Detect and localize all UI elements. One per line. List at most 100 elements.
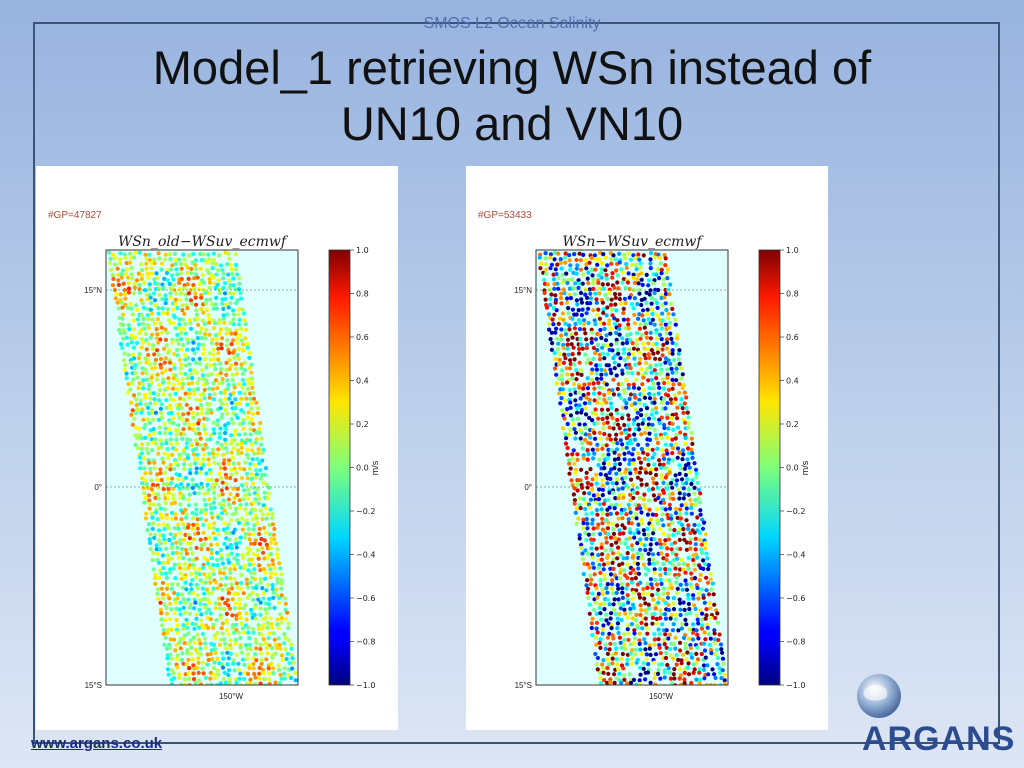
data-point bbox=[231, 317, 236, 322]
website-link[interactable]: www.argans.co.uk bbox=[31, 735, 163, 752]
data-point bbox=[650, 615, 655, 620]
data-point bbox=[637, 470, 642, 475]
data-point bbox=[173, 301, 178, 307]
data-point bbox=[158, 607, 163, 612]
data-point bbox=[617, 492, 622, 497]
data-point bbox=[136, 322, 142, 327]
data-point bbox=[633, 652, 638, 657]
data-point bbox=[665, 367, 670, 372]
data-point bbox=[648, 652, 653, 657]
data-point bbox=[265, 582, 271, 588]
data-point bbox=[226, 668, 232, 673]
data-point bbox=[628, 331, 633, 337]
data-point bbox=[203, 511, 209, 516]
data-point bbox=[282, 632, 287, 637]
colorbar-tick-label: 1.0 bbox=[356, 246, 369, 255]
data-point bbox=[202, 625, 207, 630]
data-point bbox=[606, 447, 611, 452]
data-point bbox=[216, 357, 221, 362]
data-point bbox=[660, 318, 665, 323]
data-point bbox=[628, 610, 633, 615]
data-point bbox=[692, 461, 697, 466]
data-point bbox=[654, 371, 659, 376]
data-point bbox=[626, 631, 631, 636]
data-point bbox=[176, 341, 181, 346]
data-point bbox=[635, 541, 640, 546]
data-point bbox=[209, 410, 214, 415]
data-point bbox=[589, 482, 594, 487]
data-point bbox=[200, 411, 205, 416]
data-point bbox=[562, 398, 567, 403]
data-point bbox=[610, 578, 615, 583]
data-point bbox=[644, 412, 649, 418]
data-point bbox=[137, 360, 142, 365]
data-point bbox=[627, 672, 632, 677]
argans-logo: ARGANS bbox=[848, 672, 1018, 762]
data-point bbox=[271, 532, 277, 537]
data-point bbox=[242, 318, 247, 323]
data-point bbox=[212, 357, 217, 362]
data-point bbox=[619, 680, 624, 685]
data-point bbox=[181, 485, 186, 490]
data-point bbox=[631, 421, 636, 426]
data-point bbox=[223, 407, 228, 412]
data-point bbox=[184, 402, 189, 407]
data-point bbox=[677, 348, 682, 353]
data-point bbox=[675, 590, 680, 596]
data-point bbox=[270, 587, 275, 592]
data-point bbox=[585, 562, 590, 567]
data-point bbox=[160, 553, 165, 558]
data-point bbox=[600, 443, 605, 448]
data-point bbox=[654, 436, 659, 441]
data-point bbox=[211, 625, 216, 631]
data-point bbox=[251, 396, 257, 401]
data-point bbox=[703, 616, 708, 621]
data-point bbox=[705, 556, 710, 561]
data-point bbox=[248, 461, 253, 466]
data-point bbox=[131, 393, 137, 398]
data-point bbox=[160, 370, 165, 375]
data-point bbox=[152, 261, 157, 266]
data-point bbox=[648, 547, 653, 552]
data-point bbox=[211, 490, 216, 496]
data-point bbox=[691, 622, 696, 627]
data-point bbox=[591, 607, 597, 613]
data-point bbox=[643, 641, 648, 646]
data-point bbox=[688, 537, 693, 542]
data-point bbox=[690, 455, 695, 460]
data-point bbox=[227, 606, 233, 611]
data-point bbox=[639, 541, 644, 546]
data-point bbox=[132, 281, 137, 286]
data-point bbox=[639, 367, 644, 372]
data-point bbox=[611, 392, 616, 397]
data-point bbox=[161, 628, 166, 633]
data-point bbox=[659, 473, 664, 478]
data-point bbox=[232, 567, 237, 572]
data-point bbox=[560, 280, 565, 285]
data-point bbox=[659, 326, 664, 331]
data-point bbox=[183, 292, 188, 297]
data-point bbox=[174, 347, 180, 353]
data-point bbox=[217, 431, 223, 436]
data-point bbox=[219, 488, 224, 493]
data-point bbox=[199, 295, 204, 300]
data-point bbox=[621, 602, 626, 607]
data-point bbox=[153, 495, 158, 501]
data-point bbox=[158, 541, 163, 546]
data-point bbox=[625, 545, 631, 550]
data-point bbox=[654, 363, 659, 368]
data-point bbox=[664, 645, 669, 650]
data-point bbox=[225, 597, 230, 603]
data-point bbox=[176, 555, 181, 560]
data-point bbox=[249, 362, 254, 367]
data-point bbox=[682, 681, 687, 685]
data-point bbox=[637, 631, 642, 636]
data-point bbox=[600, 483, 605, 488]
data-point bbox=[203, 675, 208, 680]
data-point bbox=[693, 467, 699, 472]
data-point bbox=[586, 270, 591, 275]
data-point bbox=[216, 268, 221, 273]
data-point bbox=[632, 531, 637, 536]
data-point bbox=[580, 307, 585, 312]
data-point bbox=[196, 287, 202, 292]
